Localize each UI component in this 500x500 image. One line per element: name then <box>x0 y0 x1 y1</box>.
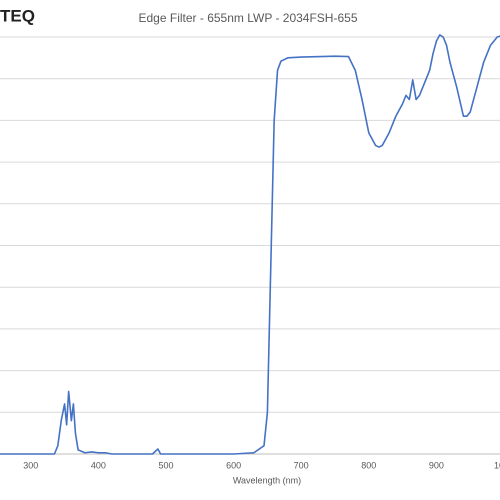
x-tick-label: 600 <box>226 460 241 470</box>
x-tick-label: 400 <box>91 460 106 470</box>
x-tick-label: 1000 <box>494 460 500 470</box>
x-tick-label: 800 <box>361 460 376 470</box>
x-tick-label: 700 <box>294 460 309 470</box>
x-axis-title: Wavelength (nm) <box>233 475 301 485</box>
x-tick-label: 300 <box>23 460 38 470</box>
data-line <box>0 34 500 455</box>
chart-title: Edge Filter - 655nm LWP - 2034FSH-655 <box>139 11 358 25</box>
x-tick-label: 900 <box>429 460 444 470</box>
logo: TEQ <box>0 6 35 25</box>
x-tick-label: 500 <box>158 460 173 470</box>
